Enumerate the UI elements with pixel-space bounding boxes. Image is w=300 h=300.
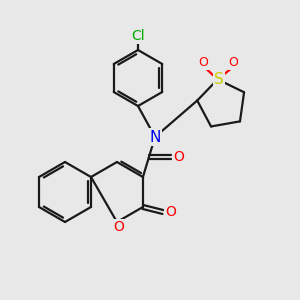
Text: N: N (149, 130, 161, 145)
Text: S: S (214, 72, 224, 87)
Text: O: O (199, 56, 208, 69)
Text: O: O (113, 220, 124, 234)
Text: O: O (173, 150, 184, 164)
Text: Cl: Cl (131, 29, 145, 43)
Text: O: O (229, 56, 238, 69)
Text: O: O (166, 205, 176, 219)
